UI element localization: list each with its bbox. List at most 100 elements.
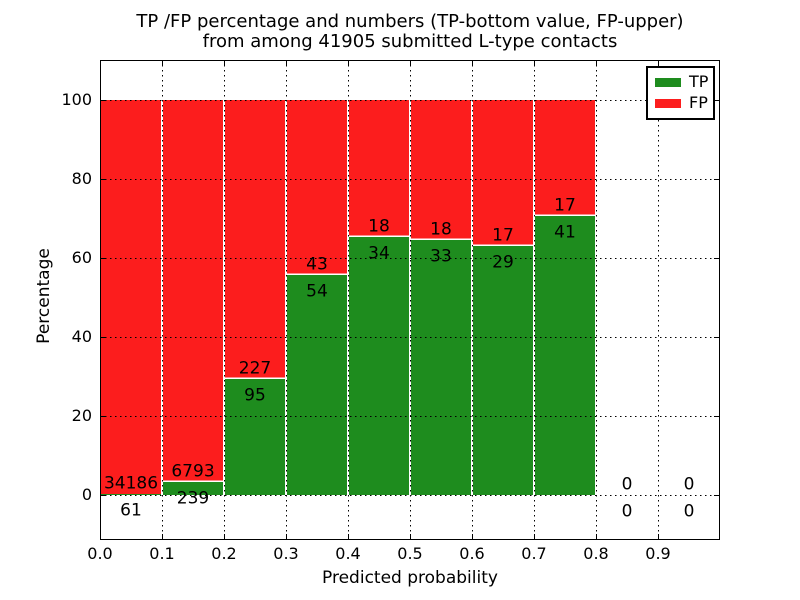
chart-title: TP /FP percentage and numbers (TP-bottom… xyxy=(100,12,720,52)
y-tick-right xyxy=(714,99,720,101)
x-tick-bottom xyxy=(347,534,349,540)
tp-segment xyxy=(535,215,595,495)
fp-count-label: 43 xyxy=(306,254,328,275)
y-tick-label: 40 xyxy=(71,327,92,347)
tp-count-label: 95 xyxy=(244,385,266,406)
y-tick-label: 100 xyxy=(61,90,92,110)
y-tick-right xyxy=(714,415,720,417)
x-tick-bottom xyxy=(471,534,473,540)
x-tick-bottom xyxy=(409,534,411,540)
horizontal-gridline xyxy=(100,494,720,496)
fp-count-label: 34186 xyxy=(103,473,159,494)
stacked-bar xyxy=(534,100,596,495)
bar-labels-layer: 34186 61 6793 239 227 95 43 54 18 34 18 33 17 29 17 41 0… xyxy=(100,60,720,540)
stacked-bar xyxy=(224,100,286,495)
fp-count-label: 0 xyxy=(621,474,633,495)
horizontal-gridline xyxy=(100,257,720,259)
y-tick-right xyxy=(714,257,720,259)
x-tick-label: 0.3 xyxy=(273,544,299,563)
tp-count-label: 239 xyxy=(176,488,210,509)
x-tick-top xyxy=(471,60,473,66)
legend-label-tp: TP xyxy=(689,72,709,91)
x-tick-bottom xyxy=(99,534,101,540)
fp-segment xyxy=(163,100,223,495)
y-tick-right xyxy=(714,336,720,338)
vertical-gridline xyxy=(595,60,597,540)
legend: TP FP xyxy=(646,66,715,120)
tp-swatch xyxy=(655,77,681,87)
ticks-layer xyxy=(99,60,720,540)
y-tick-label: 60 xyxy=(71,248,92,268)
stacked-bar xyxy=(286,100,348,495)
x-tick-label: 0.7 xyxy=(521,544,547,563)
tp-segment xyxy=(163,481,223,495)
tp-count-label: 41 xyxy=(554,222,576,243)
stacked-bar xyxy=(162,100,224,495)
x-tick-top xyxy=(223,60,225,66)
horizontal-gridline xyxy=(100,336,720,338)
x-tick-bottom xyxy=(595,534,597,540)
vertical-gridline xyxy=(347,60,349,540)
legend-item-fp: FP xyxy=(655,93,708,112)
x-tick-label: 0.9 xyxy=(645,544,671,563)
x-tick-bottom xyxy=(161,534,163,540)
fp-count-label: 18 xyxy=(368,216,390,237)
tp-segment xyxy=(473,245,533,495)
horizontal-gridline xyxy=(100,99,720,101)
x-tick-label: 0.2 xyxy=(211,544,237,563)
x-tick-label: 0.0 xyxy=(87,544,113,563)
stacked-bar xyxy=(100,100,162,495)
legend-item-tp: TP xyxy=(655,72,709,91)
x-tick-label: 0.4 xyxy=(335,544,361,563)
y-tick-label: 80 xyxy=(71,169,92,189)
stacked-bar xyxy=(472,100,534,495)
tp-segment xyxy=(411,239,471,495)
fp-count-label: 18 xyxy=(430,219,452,240)
tp-count-label: 34 xyxy=(368,243,390,264)
stacked-bar xyxy=(410,100,472,495)
x-tick-top xyxy=(161,60,163,66)
bars-layer xyxy=(100,60,720,540)
y-tick-label: 0 xyxy=(81,485,92,504)
tp-count-label: 54 xyxy=(306,281,328,302)
tp-count-label: 33 xyxy=(430,246,452,267)
x-tick-label: 0.5 xyxy=(397,544,423,563)
tp-segment xyxy=(349,236,409,495)
stacked-bar xyxy=(348,100,410,495)
x-tick-bottom xyxy=(657,534,659,540)
tp-segment xyxy=(101,493,161,495)
fp-count-label: 0 xyxy=(683,474,695,495)
y-axis-label: Percentage xyxy=(34,248,54,344)
y-tick-left xyxy=(100,99,106,101)
x-tick-top xyxy=(99,60,101,66)
vertical-gridline xyxy=(471,60,473,540)
x-tick-top xyxy=(657,60,659,66)
horizontal-gridline xyxy=(100,415,720,417)
tp-segment xyxy=(225,378,285,495)
y-tick-left xyxy=(100,178,106,180)
tp-count-label: 29 xyxy=(492,252,514,273)
chart-title-line1: TP /FP percentage and numbers (TP-bottom… xyxy=(136,11,684,32)
tp-count-label: 61 xyxy=(120,500,142,521)
y-tick-right xyxy=(714,494,720,496)
x-tick-top xyxy=(533,60,535,66)
legend-label-fp: FP xyxy=(689,93,708,112)
tp-count-label: 0 xyxy=(683,501,695,522)
fp-segment xyxy=(101,100,161,495)
fp-count-label: 17 xyxy=(554,195,576,216)
y-tick-left xyxy=(100,415,106,417)
fp-count-label: 17 xyxy=(492,225,514,246)
vertical-gridline xyxy=(285,60,287,540)
y-tick-left xyxy=(100,336,106,338)
x-tick-label: 0.8 xyxy=(583,544,609,563)
x-axis-label: Predicted probability xyxy=(322,568,498,588)
x-tick-top xyxy=(347,60,349,66)
x-tick-bottom xyxy=(533,534,535,540)
fp-swatch xyxy=(655,98,681,108)
x-tick-label: 0.1 xyxy=(149,544,175,563)
x-tick-top xyxy=(285,60,287,66)
tp-count-label: 0 xyxy=(621,501,633,522)
y-tick-left xyxy=(100,494,106,496)
x-tick-label: 0.6 xyxy=(459,544,485,563)
